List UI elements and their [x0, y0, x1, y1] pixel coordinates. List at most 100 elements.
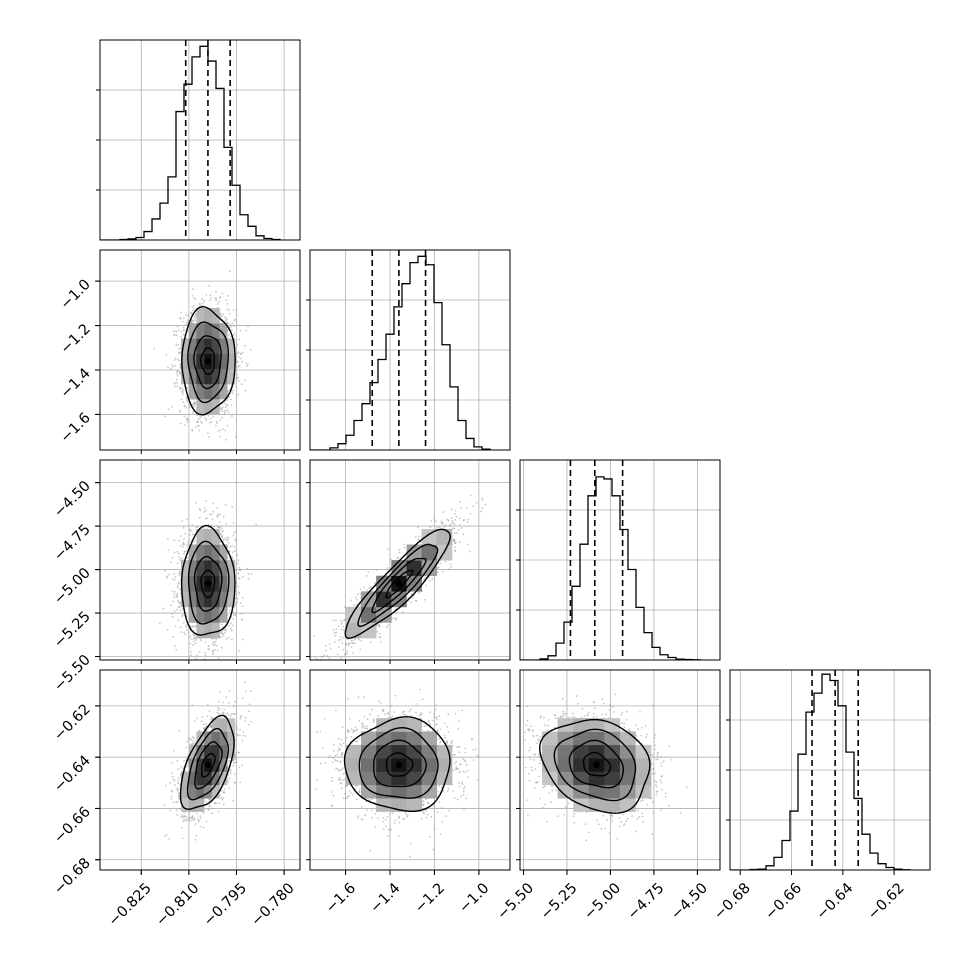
- x-tick-label: −0.810: [153, 880, 202, 929]
- density-cell: [188, 758, 197, 772]
- contour-level: [199, 347, 215, 376]
- histogram-panel-3: [726, 669, 931, 871]
- density-cell: [196, 399, 205, 415]
- density-cell: [376, 606, 392, 623]
- contour-level: [371, 557, 427, 614]
- histogram-panel-1: [306, 249, 511, 451]
- density-cell: [211, 731, 220, 746]
- density-cell: [204, 529, 213, 545]
- density-cell: [436, 771, 453, 786]
- density-cell: [542, 771, 558, 786]
- density-cell: [604, 771, 621, 786]
- density-cell: [181, 560, 189, 576]
- y-tick-label: −1.2: [58, 321, 94, 357]
- density-cell: [188, 591, 197, 608]
- density-cell: [376, 771, 392, 786]
- x-tick-label: −0.68: [711, 880, 754, 923]
- histogram-bars: [730, 673, 911, 870]
- density-cell: [219, 368, 228, 385]
- x-tick-label: −1.2: [412, 880, 448, 916]
- panel-frame: [519, 459, 721, 661]
- density-cell: [391, 784, 407, 799]
- y-tick-label: −0.66: [51, 804, 94, 847]
- contour-level: [539, 718, 651, 814]
- density-cell: [376, 591, 392, 608]
- contour-level: [385, 569, 414, 599]
- density-cell: [619, 784, 636, 799]
- density-cell: [204, 606, 213, 623]
- density-cell: [573, 718, 590, 732]
- scatter-panel-3-1: [306, 669, 511, 874]
- density-cell: [211, 353, 220, 369]
- density-cell: [211, 591, 220, 608]
- histogram-bars: [520, 476, 701, 660]
- density-cell: [436, 744, 453, 759]
- density-cell: [204, 731, 213, 746]
- density-cell: [421, 758, 438, 772]
- density-cell: [196, 606, 205, 623]
- x-tick-label: −1.0: [456, 880, 492, 916]
- panel-frame: [309, 669, 511, 871]
- density-cell: [421, 731, 438, 746]
- density-cell: [196, 784, 205, 799]
- density-cell: [219, 575, 228, 592]
- density-cell: [204, 591, 213, 608]
- density-peak: [204, 357, 212, 365]
- density-peak: [204, 761, 212, 769]
- density-cell: [181, 368, 189, 385]
- contour-level: [582, 751, 612, 777]
- density-cell: [219, 606, 228, 623]
- contour-level: [186, 727, 230, 801]
- density-cell: [188, 575, 197, 592]
- density-cell: [204, 560, 213, 576]
- x-tick-label: −4.50: [668, 880, 711, 923]
- y-tick-label: −5.50: [51, 652, 94, 695]
- density-cell: [604, 718, 621, 732]
- density-cell: [196, 798, 205, 812]
- density-cell: [211, 758, 220, 772]
- density-cell: [391, 744, 407, 759]
- density-cell: [211, 529, 220, 545]
- density-cell: [204, 368, 213, 385]
- density-cell: [227, 338, 236, 354]
- density-cell: [211, 575, 220, 592]
- contour-level: [357, 543, 439, 628]
- density-cell: [188, 323, 197, 339]
- density-cell: [573, 758, 590, 772]
- histogram-panel-0: [96, 39, 301, 241]
- density-cell: [219, 338, 228, 354]
- density-cell: [542, 744, 558, 759]
- density-cell: [219, 591, 228, 608]
- density-cell: [204, 338, 213, 354]
- density-cell: [219, 383, 228, 400]
- density-cell: [211, 718, 220, 732]
- panel-frame: [309, 249, 511, 451]
- density-cell: [421, 744, 438, 759]
- contour-level: [385, 752, 414, 777]
- density-cell: [204, 308, 213, 324]
- y-tick-label: −1.4: [58, 366, 94, 402]
- density-cell: [406, 798, 422, 812]
- density-cell: [227, 718, 236, 732]
- density-cell: [588, 784, 605, 799]
- density-cell: [188, 338, 197, 354]
- density-cell: [376, 744, 392, 759]
- y-tick-label: −4.50: [51, 478, 94, 521]
- density-cell: [196, 622, 205, 639]
- scatter-panel-2-1: [306, 459, 511, 664]
- contour-level: [343, 716, 451, 812]
- density-cell: [211, 771, 220, 786]
- density-cell: [188, 544, 197, 561]
- scatter-panel-3-2: [516, 669, 721, 874]
- density-cell: [219, 544, 228, 561]
- density-cell: [181, 591, 189, 608]
- x-tick-label: −0.62: [865, 880, 908, 923]
- density-cell: [619, 798, 636, 812]
- density-cell: [227, 368, 236, 385]
- density-cell: [219, 718, 228, 732]
- x-tick-label: −1.4: [367, 880, 403, 916]
- density-cell: [196, 544, 205, 561]
- density-cell: [181, 575, 189, 592]
- contour-level: [193, 335, 222, 390]
